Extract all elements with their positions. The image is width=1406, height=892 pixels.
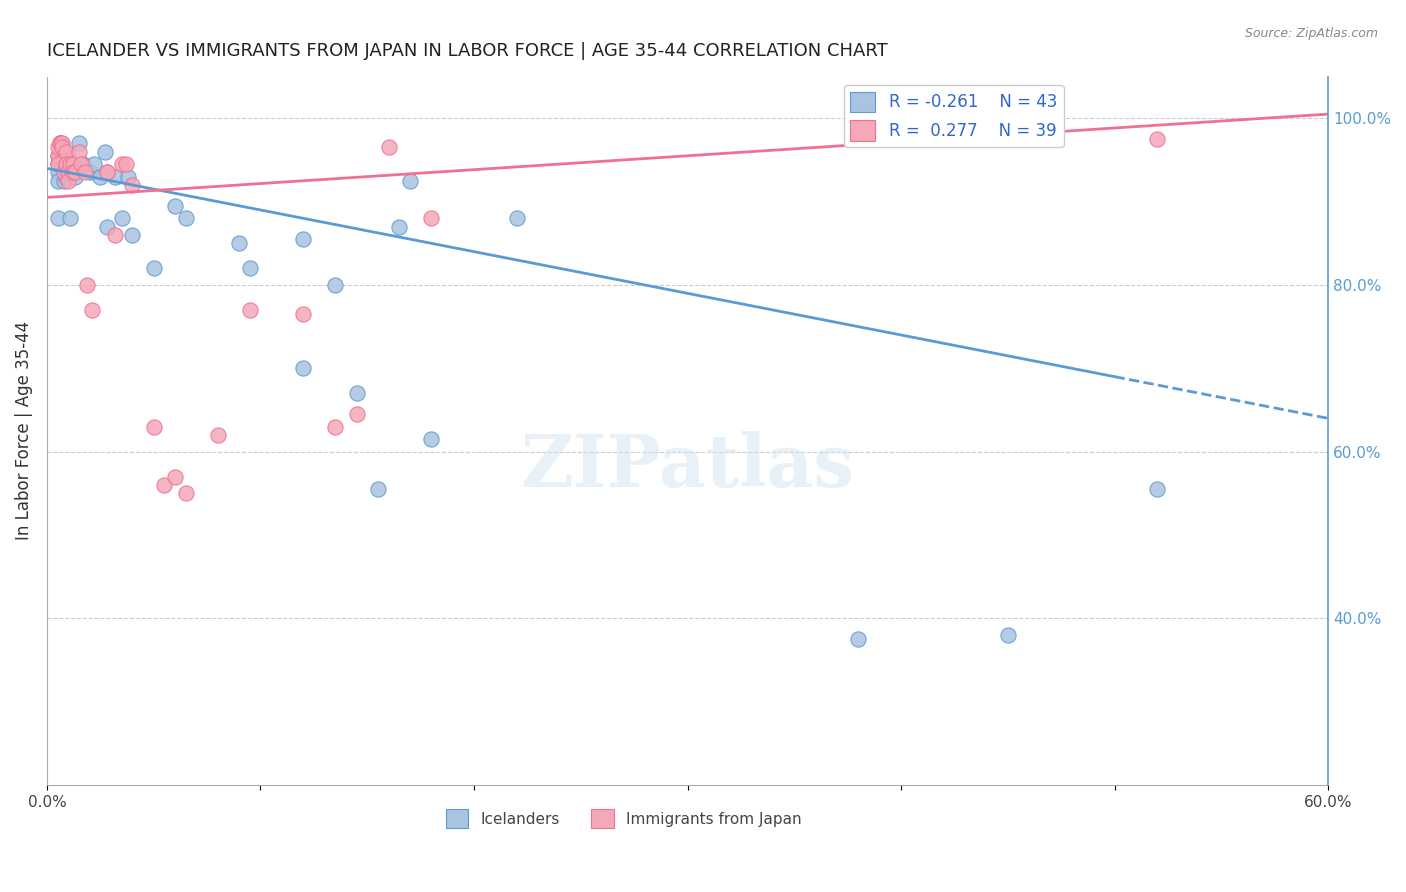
Point xyxy=(163,469,186,483)
Point xyxy=(58,165,80,179)
Point xyxy=(96,165,118,179)
Point xyxy=(58,149,80,163)
Point xyxy=(46,157,69,171)
Point xyxy=(121,227,143,242)
Point xyxy=(1146,132,1168,146)
Point xyxy=(76,277,98,292)
Point xyxy=(46,165,69,179)
Point xyxy=(58,165,80,179)
Point xyxy=(239,261,262,276)
Point xyxy=(420,211,443,226)
Point xyxy=(79,165,101,179)
Point xyxy=(80,303,103,318)
Point xyxy=(142,419,165,434)
Point xyxy=(46,157,69,171)
Point xyxy=(51,145,73,159)
Text: Source: ZipAtlas.com: Source: ZipAtlas.com xyxy=(1244,27,1378,40)
Point xyxy=(62,165,84,179)
Point xyxy=(163,199,186,213)
Point xyxy=(153,478,176,492)
Point xyxy=(67,145,90,159)
Point xyxy=(239,303,262,318)
Point xyxy=(70,157,93,171)
Point xyxy=(52,146,75,161)
Point xyxy=(46,211,69,226)
Point xyxy=(46,174,69,188)
Point xyxy=(48,136,70,151)
Point xyxy=(142,261,165,276)
Point xyxy=(48,136,70,151)
Point xyxy=(292,232,315,246)
Point xyxy=(51,140,73,154)
Point xyxy=(55,169,77,184)
Point xyxy=(174,486,197,500)
Point xyxy=(96,219,118,234)
Point xyxy=(505,211,527,226)
Point xyxy=(46,149,69,163)
Point xyxy=(997,628,1019,642)
Point xyxy=(55,149,77,163)
Point xyxy=(388,219,411,234)
Point xyxy=(59,157,82,171)
Point xyxy=(59,211,82,226)
Point xyxy=(377,140,399,154)
Point xyxy=(96,165,118,179)
Point xyxy=(346,407,368,421)
Point xyxy=(55,157,77,171)
Point xyxy=(117,169,139,184)
Point xyxy=(83,157,105,171)
Point xyxy=(111,211,134,226)
Point xyxy=(292,361,315,376)
Point xyxy=(207,428,229,442)
Point xyxy=(292,307,315,321)
Point xyxy=(62,157,84,171)
Point xyxy=(63,165,86,179)
Point xyxy=(846,632,869,647)
Point xyxy=(420,432,443,446)
Point xyxy=(111,157,134,171)
Point xyxy=(51,136,73,151)
Point xyxy=(63,169,86,184)
Point xyxy=(121,178,143,192)
Point xyxy=(52,165,75,179)
Point xyxy=(93,145,115,159)
Text: ICELANDER VS IMMIGRANTS FROM JAPAN IN LABOR FORCE | AGE 35-44 CORRELATION CHART: ICELANDER VS IMMIGRANTS FROM JAPAN IN LA… xyxy=(46,42,887,60)
Point xyxy=(46,149,69,163)
Point xyxy=(323,277,346,292)
Point xyxy=(72,157,94,171)
Point xyxy=(75,165,97,179)
Point xyxy=(399,174,422,188)
Point xyxy=(89,169,111,184)
Legend: Icelanders, Immigrants from Japan: Icelanders, Immigrants from Japan xyxy=(440,804,807,834)
Y-axis label: In Labor Force | Age 35-44: In Labor Force | Age 35-44 xyxy=(15,321,32,541)
Point xyxy=(52,174,75,188)
Point xyxy=(174,211,197,226)
Point xyxy=(104,227,127,242)
Point xyxy=(48,136,70,151)
Point xyxy=(323,419,346,434)
Point xyxy=(104,169,127,184)
Point xyxy=(1146,482,1168,496)
Point xyxy=(346,386,368,401)
Point xyxy=(367,482,389,496)
Point xyxy=(55,145,77,159)
Point xyxy=(58,174,80,188)
Point xyxy=(228,236,250,251)
Point xyxy=(115,157,138,171)
Text: ZIPatlas: ZIPatlas xyxy=(520,431,855,502)
Point xyxy=(67,136,90,151)
Point xyxy=(46,140,69,154)
